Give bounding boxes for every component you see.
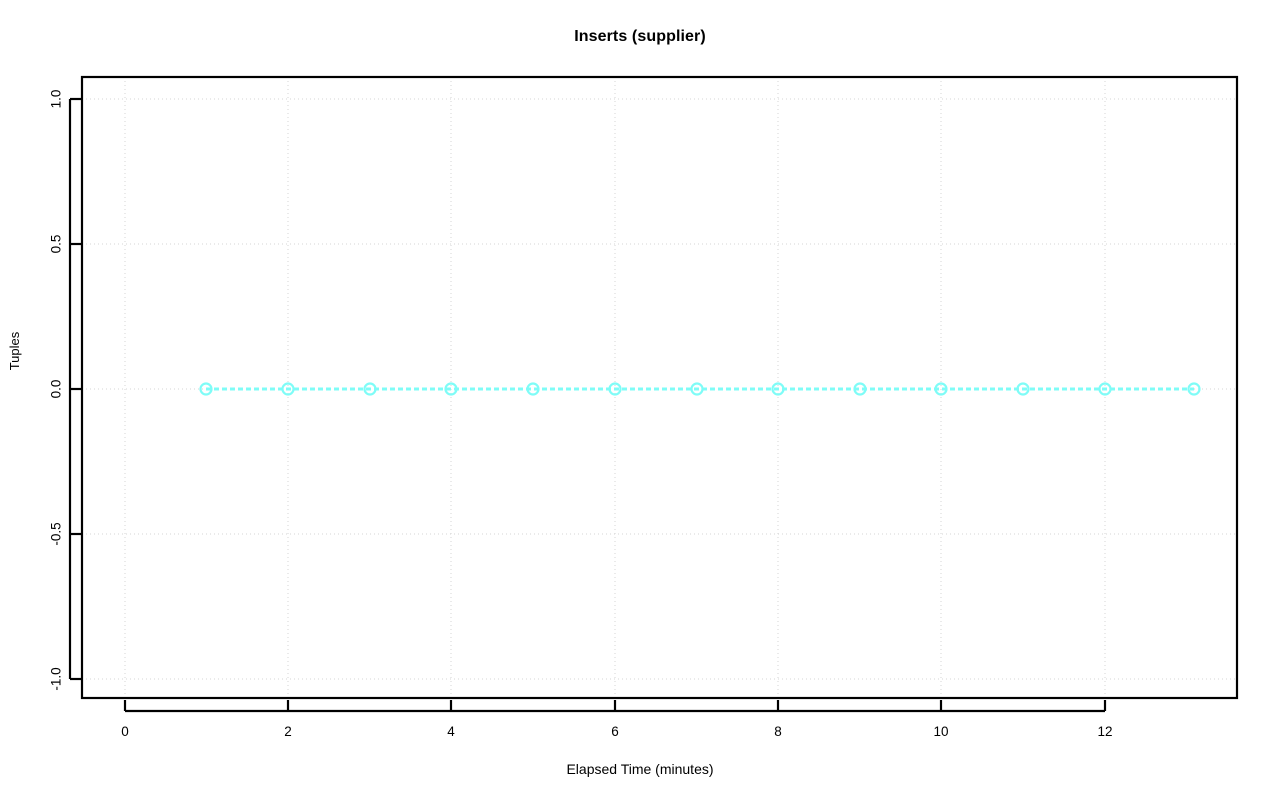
y-axis-title: Tuples (7, 331, 22, 371)
x-tick-label: 12 (1097, 724, 1112, 739)
x-tick-label: 4 (447, 724, 455, 739)
x-tick-labels: 0 2 4 6 8 10 12 (121, 724, 1112, 739)
x-tick-label: 10 (933, 724, 948, 739)
data-point (444, 382, 458, 396)
series-markers-supplier (199, 382, 1201, 396)
data-point (526, 382, 540, 396)
y-axis (68, 97, 81, 681)
data-point (608, 382, 622, 396)
data-point (934, 382, 948, 396)
data-point (1016, 382, 1030, 396)
x-axis-title: Elapsed Time (minutes) (566, 761, 714, 777)
x-tick-label: 0 (121, 724, 129, 739)
x-tick-label: 2 (284, 724, 292, 739)
data-point (363, 382, 377, 396)
data-point (690, 382, 704, 396)
data-point (281, 382, 295, 396)
y-tick-labels: 1.0 0.5 0.0 -0.5 -1.0 (49, 90, 64, 691)
chart-title: Inserts (supplier) (574, 28, 706, 45)
x-tick-label: 6 (611, 724, 619, 739)
data-point (1187, 382, 1201, 396)
x-axis (123, 700, 1107, 713)
data-point (853, 382, 867, 396)
data-point (771, 382, 785, 396)
plot-frame (80, 75, 1239, 700)
y-tick-label: 0.0 (49, 380, 64, 399)
y-tick-label: 0.5 (49, 235, 64, 254)
x-tick-label: 8 (774, 724, 782, 739)
y-tick-label: -0.5 (49, 522, 64, 545)
data-point (1098, 382, 1112, 396)
data-point (199, 382, 213, 396)
y-tick-label: -1.0 (49, 667, 64, 690)
y-tick-label: 1.0 (49, 90, 64, 109)
